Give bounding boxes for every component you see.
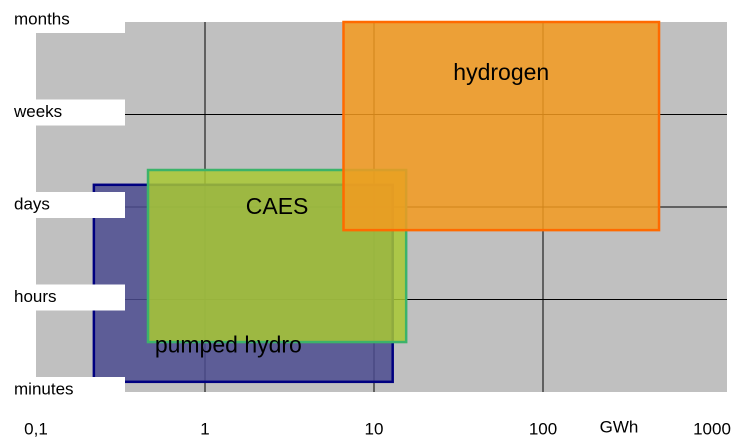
y-label-background: [0, 284, 125, 311]
y-label-background: [0, 7, 125, 33]
series-label: pumped hydro: [155, 331, 302, 357]
y-tick-label: hours: [14, 287, 57, 306]
series-label: CAES: [246, 193, 309, 219]
y-tick-label: months: [14, 9, 70, 28]
series-label: hydrogen: [453, 59, 549, 85]
y-label-background: [0, 99, 125, 126]
x-tick-label: 0,1: [24, 419, 48, 438]
x-tick-label: 1000: [693, 419, 731, 438]
y-tick-label: days: [14, 194, 50, 213]
y-tick-label: minutes: [14, 379, 74, 398]
x-axis-label: GWh: [600, 417, 639, 436]
x-tick-label: 1: [200, 419, 209, 438]
range-box: [342, 20, 661, 232]
y-label-background: [0, 377, 125, 403]
x-tick-label: 100: [529, 419, 557, 438]
x-tick-label: 10: [365, 419, 384, 438]
y-label-background: [0, 192, 125, 218]
y-tick-label: weeks: [13, 102, 62, 121]
